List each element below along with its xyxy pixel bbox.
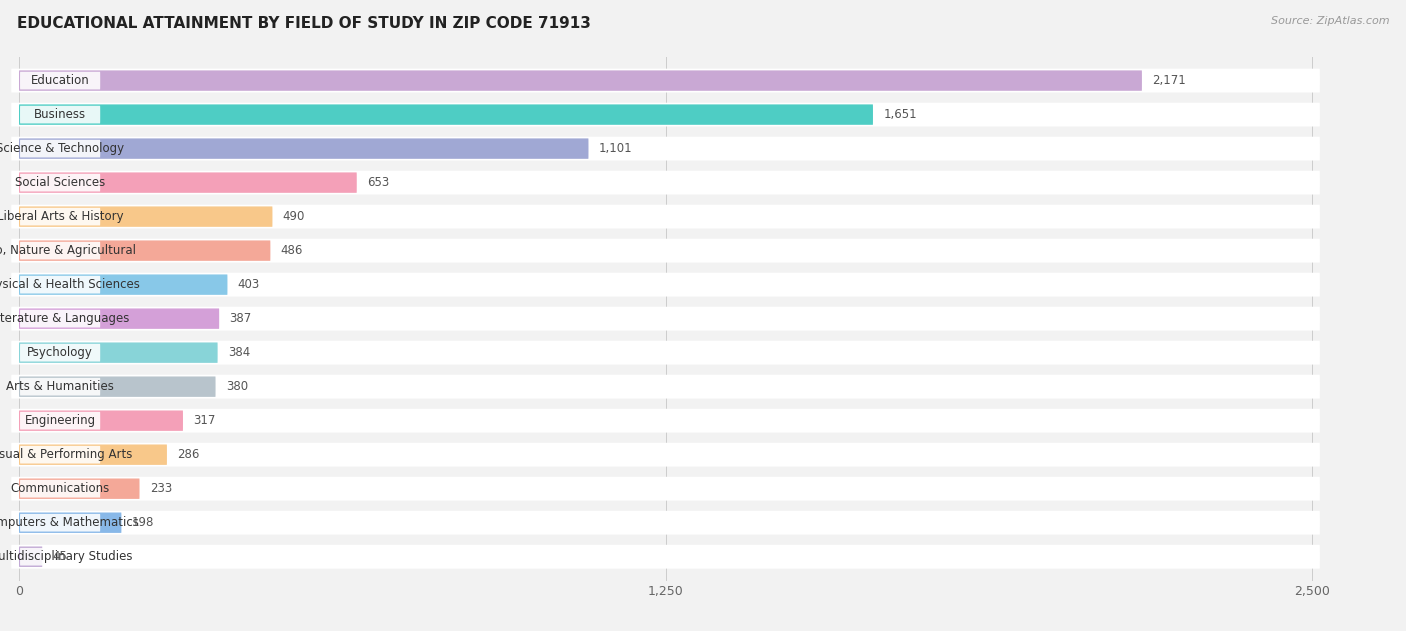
Text: 198: 198	[132, 516, 155, 529]
Text: 2,171: 2,171	[1153, 74, 1187, 87]
FancyBboxPatch shape	[20, 140, 100, 158]
FancyBboxPatch shape	[11, 103, 1320, 126]
FancyBboxPatch shape	[11, 307, 1320, 331]
FancyBboxPatch shape	[20, 546, 42, 567]
FancyBboxPatch shape	[20, 172, 357, 193]
FancyBboxPatch shape	[20, 548, 100, 565]
FancyBboxPatch shape	[11, 239, 1320, 262]
Text: 1,101: 1,101	[599, 142, 633, 155]
FancyBboxPatch shape	[20, 72, 100, 90]
FancyBboxPatch shape	[20, 310, 100, 327]
FancyBboxPatch shape	[11, 341, 1320, 365]
FancyBboxPatch shape	[20, 478, 139, 499]
Text: 403: 403	[238, 278, 260, 291]
FancyBboxPatch shape	[11, 273, 1320, 297]
Text: Liberal Arts & History: Liberal Arts & History	[0, 210, 124, 223]
Text: Communications: Communications	[10, 482, 110, 495]
Text: 1,651: 1,651	[883, 108, 917, 121]
Text: Physical & Health Sciences: Physical & Health Sciences	[0, 278, 139, 291]
Text: 490: 490	[283, 210, 305, 223]
FancyBboxPatch shape	[20, 344, 100, 362]
FancyBboxPatch shape	[20, 309, 219, 329]
FancyBboxPatch shape	[11, 545, 1320, 569]
Text: 45: 45	[52, 550, 67, 563]
FancyBboxPatch shape	[20, 240, 270, 261]
FancyBboxPatch shape	[20, 106, 100, 124]
FancyBboxPatch shape	[20, 444, 167, 465]
Text: 380: 380	[226, 380, 247, 393]
FancyBboxPatch shape	[20, 514, 100, 531]
Text: Multidisciplinary Studies: Multidisciplinary Studies	[0, 550, 132, 563]
Text: EDUCATIONAL ATTAINMENT BY FIELD OF STUDY IN ZIP CODE 71913: EDUCATIONAL ATTAINMENT BY FIELD OF STUDY…	[17, 16, 591, 31]
Text: Engineering: Engineering	[24, 414, 96, 427]
Text: Education: Education	[31, 74, 90, 87]
FancyBboxPatch shape	[20, 104, 873, 125]
FancyBboxPatch shape	[20, 480, 100, 497]
FancyBboxPatch shape	[20, 206, 273, 227]
Text: Visual & Performing Arts: Visual & Performing Arts	[0, 448, 132, 461]
Text: 317: 317	[193, 414, 215, 427]
FancyBboxPatch shape	[20, 208, 100, 225]
FancyBboxPatch shape	[20, 412, 100, 430]
Text: Business: Business	[34, 108, 86, 121]
FancyBboxPatch shape	[20, 446, 100, 464]
Text: 384: 384	[228, 346, 250, 359]
FancyBboxPatch shape	[11, 443, 1320, 466]
Text: Science & Technology: Science & Technology	[0, 142, 124, 155]
Text: 233: 233	[150, 482, 172, 495]
FancyBboxPatch shape	[20, 343, 218, 363]
Text: Bio, Nature & Agricultural: Bio, Nature & Agricultural	[0, 244, 136, 257]
FancyBboxPatch shape	[11, 409, 1320, 433]
FancyBboxPatch shape	[11, 204, 1320, 228]
FancyBboxPatch shape	[11, 171, 1320, 194]
FancyBboxPatch shape	[11, 477, 1320, 500]
Text: 286: 286	[177, 448, 200, 461]
Text: 653: 653	[367, 176, 389, 189]
Text: Psychology: Psychology	[27, 346, 93, 359]
FancyBboxPatch shape	[20, 276, 100, 293]
FancyBboxPatch shape	[20, 242, 100, 259]
FancyBboxPatch shape	[11, 69, 1320, 93]
FancyBboxPatch shape	[20, 138, 589, 159]
Text: Computers & Mathematics: Computers & Mathematics	[0, 516, 139, 529]
Text: Arts & Humanities: Arts & Humanities	[6, 380, 114, 393]
FancyBboxPatch shape	[20, 378, 100, 396]
FancyBboxPatch shape	[20, 71, 1142, 91]
FancyBboxPatch shape	[20, 512, 121, 533]
Text: Social Sciences: Social Sciences	[15, 176, 105, 189]
FancyBboxPatch shape	[20, 411, 183, 431]
FancyBboxPatch shape	[20, 377, 215, 397]
Text: 486: 486	[281, 244, 304, 257]
Text: 387: 387	[229, 312, 252, 325]
FancyBboxPatch shape	[11, 511, 1320, 534]
Text: Source: ZipAtlas.com: Source: ZipAtlas.com	[1271, 16, 1389, 26]
FancyBboxPatch shape	[20, 174, 100, 191]
FancyBboxPatch shape	[11, 137, 1320, 160]
FancyBboxPatch shape	[11, 375, 1320, 399]
FancyBboxPatch shape	[20, 274, 228, 295]
Text: Literature & Languages: Literature & Languages	[0, 312, 129, 325]
